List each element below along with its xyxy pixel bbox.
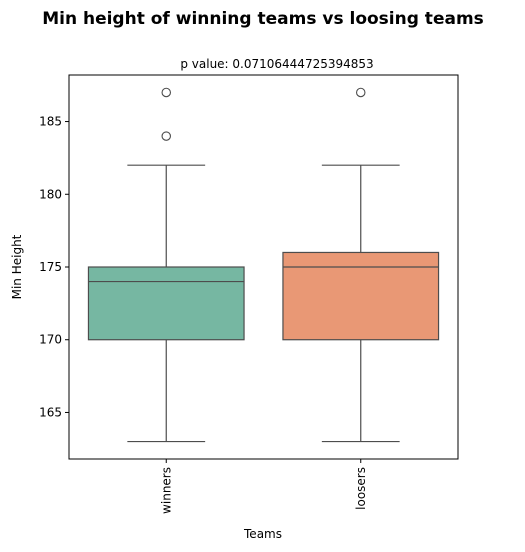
x-axis-label: Teams bbox=[243, 527, 282, 541]
x-tick-label: loosers bbox=[354, 467, 368, 510]
y-axis-label: Min Height bbox=[10, 234, 24, 299]
chart-subtitle: p value: 0.07106444725394853 bbox=[180, 57, 373, 71]
plot-frame bbox=[68, 74, 459, 460]
x-tick-label: winners bbox=[159, 467, 173, 514]
box-loosers bbox=[282, 251, 440, 341]
figure-title: Min height of winning teams vs loosing t… bbox=[42, 9, 484, 29]
outlier-point bbox=[161, 131, 172, 141]
y-tick-label: 185 bbox=[39, 115, 62, 129]
box-winners bbox=[87, 266, 245, 341]
y-tick-label: 165 bbox=[39, 405, 62, 419]
y-tick-label: 175 bbox=[39, 260, 62, 274]
plot-area: 165 170 175 180 185 winners loosers bbox=[39, 74, 459, 514]
outlier-point bbox=[161, 87, 172, 98]
outlier-point bbox=[355, 87, 366, 98]
y-tick-label: 170 bbox=[39, 333, 62, 347]
y-tick-label: 180 bbox=[39, 187, 62, 201]
